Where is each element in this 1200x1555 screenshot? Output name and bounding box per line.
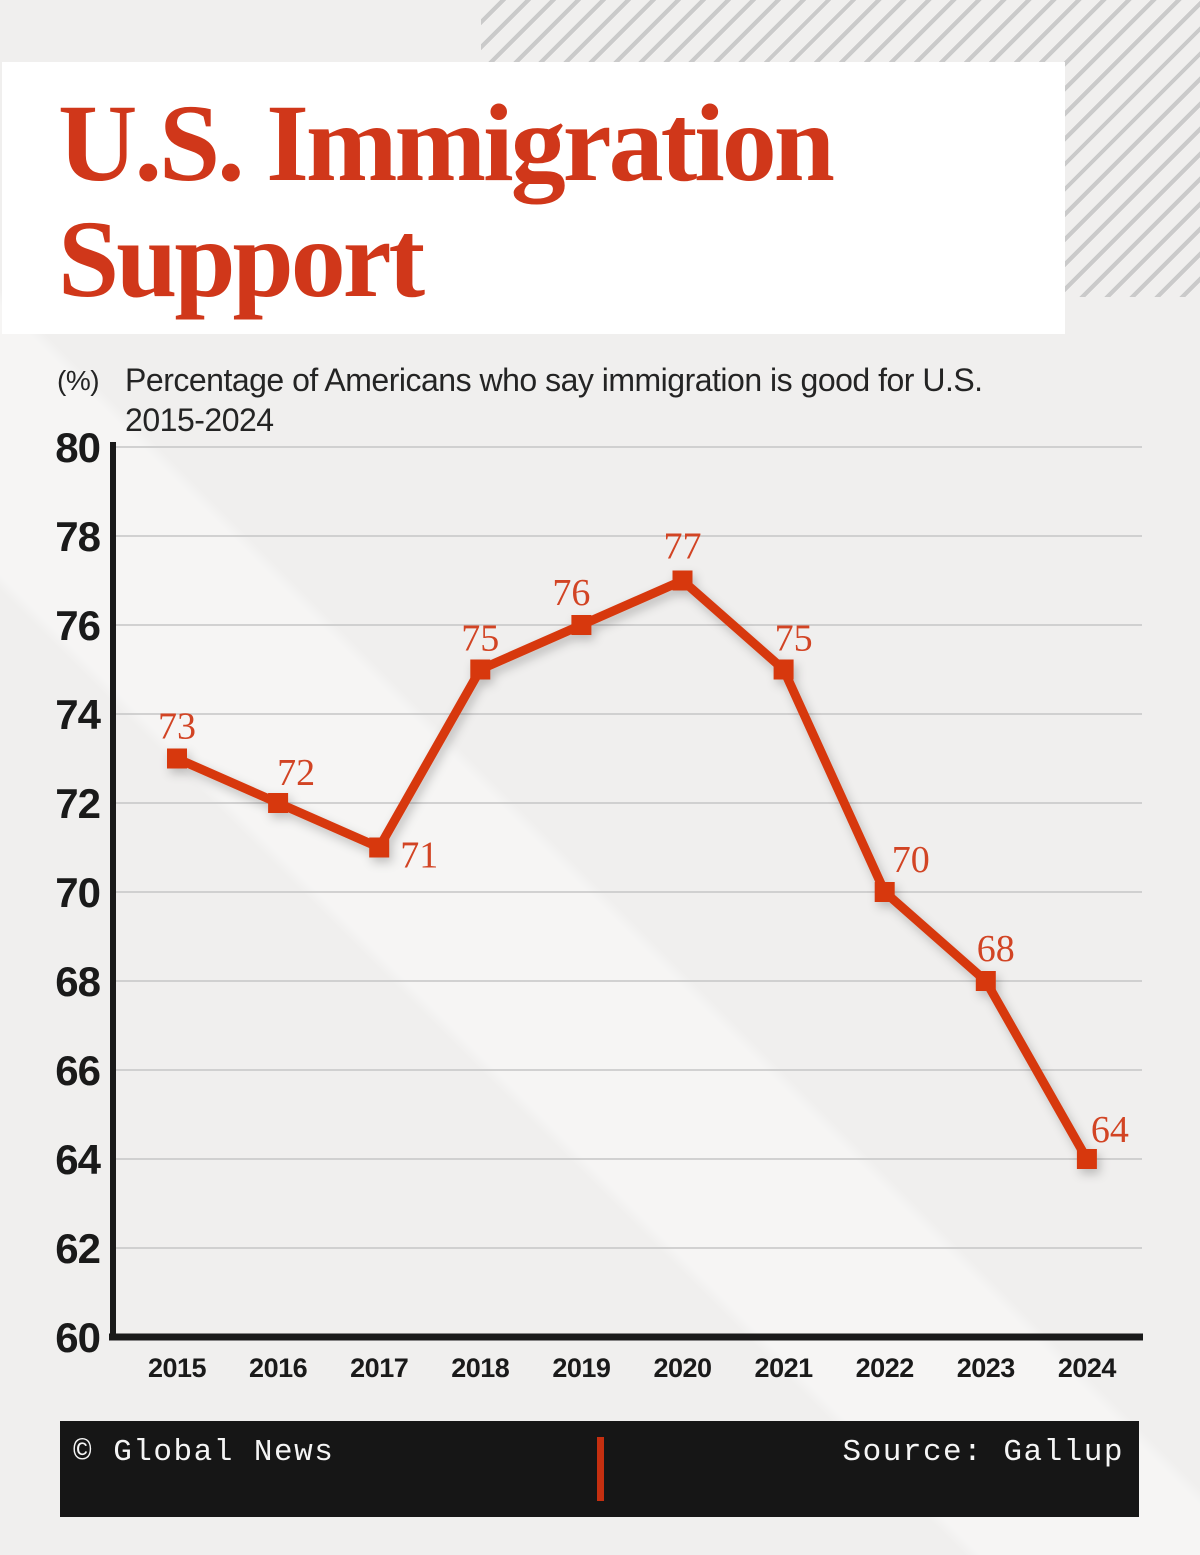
x-tick-2017: 2017: [350, 1353, 408, 1383]
y-tick-62: 62: [55, 1225, 100, 1272]
data-label-2016: 72: [277, 752, 315, 794]
series-line: [175, 575, 1091, 1162]
data-point-2020: [672, 570, 693, 591]
x-tick-2016: 2016: [249, 1353, 308, 1383]
footer-bar: © Global News Source: Gallup: [60, 1421, 1139, 1517]
y-tick-66: 66: [55, 1047, 100, 1094]
y-tick-68: 68: [55, 958, 100, 1005]
data-point-2021: [773, 659, 794, 680]
y-tick-74: 74: [55, 691, 101, 738]
x-tick-2015: 2015: [148, 1353, 207, 1383]
y-tick-72: 72: [55, 780, 100, 827]
x-tick-2022: 2022: [856, 1353, 914, 1383]
data-point-2022: [874, 882, 895, 902]
data-label-2018: 75: [461, 618, 499, 660]
data-label-2019: 76: [552, 572, 590, 614]
y-tick-80: 80: [55, 424, 100, 471]
x-tick-2019: 2019: [552, 1353, 611, 1383]
data-label-2023: 68: [977, 928, 1015, 970]
data-series: [167, 570, 1097, 1169]
data-label-2021: 75: [775, 618, 813, 660]
x-tick-2023: 2023: [957, 1353, 1016, 1383]
y-tick-70: 70: [55, 869, 100, 916]
data-label-2024: 64: [1091, 1109, 1129, 1151]
data-point-2016: [268, 793, 289, 813]
y-tick-76: 76: [55, 602, 100, 649]
data-point-2024: [1076, 1149, 1097, 1169]
subtitle-text: Percentage of Americans who say immigrat…: [125, 360, 983, 440]
x-tick-2021: 2021: [755, 1353, 814, 1383]
data-labels: 73 72 71 75 76 77 75 70 68 64: [158, 526, 1129, 1152]
gridlines: [113, 446, 1142, 1249]
chart-subtitle: (%) Percentage of Americans who say immi…: [57, 360, 1097, 440]
data-point-2023: [975, 971, 996, 991]
y-tick-60: 60: [55, 1314, 100, 1361]
data-label-2022: 70: [892, 839, 930, 881]
subtitle-line2: 2015-2024: [125, 402, 274, 438]
x-tick-2024: 2024: [1058, 1353, 1117, 1383]
unit-label: (%): [57, 365, 100, 396]
data-label-2017: 71: [400, 835, 438, 877]
footer-divider: [597, 1437, 604, 1501]
page-title-line2: Support: [58, 197, 425, 320]
y-tick-labels: 60 62 64 66 68 70 72 74 76 78 80: [55, 424, 102, 1361]
data-point-2018: [470, 659, 491, 680]
y-tick-78: 78: [55, 513, 100, 560]
data-label-2020: 77: [664, 526, 702, 568]
x-tick-labels: 2015 2016 2017 2018 2019 2020 2021 2022 2023 2024: [148, 1353, 1117, 1383]
source-text: Source: Gallup: [842, 1435, 1124, 1470]
x-tick-2018: 2018: [451, 1353, 510, 1383]
data-point-2017: [369, 837, 390, 858]
x-tick-2020: 2020: [653, 1353, 711, 1383]
data-point-2015: [167, 748, 187, 769]
subtitle-line1: Percentage of Americans who say immigrat…: [125, 362, 983, 398]
data-point-2019: [571, 615, 592, 635]
y-tick-64: 64: [55, 1136, 101, 1183]
data-label-2015: 73: [158, 706, 196, 748]
credit-text: © Global News: [73, 1435, 335, 1470]
